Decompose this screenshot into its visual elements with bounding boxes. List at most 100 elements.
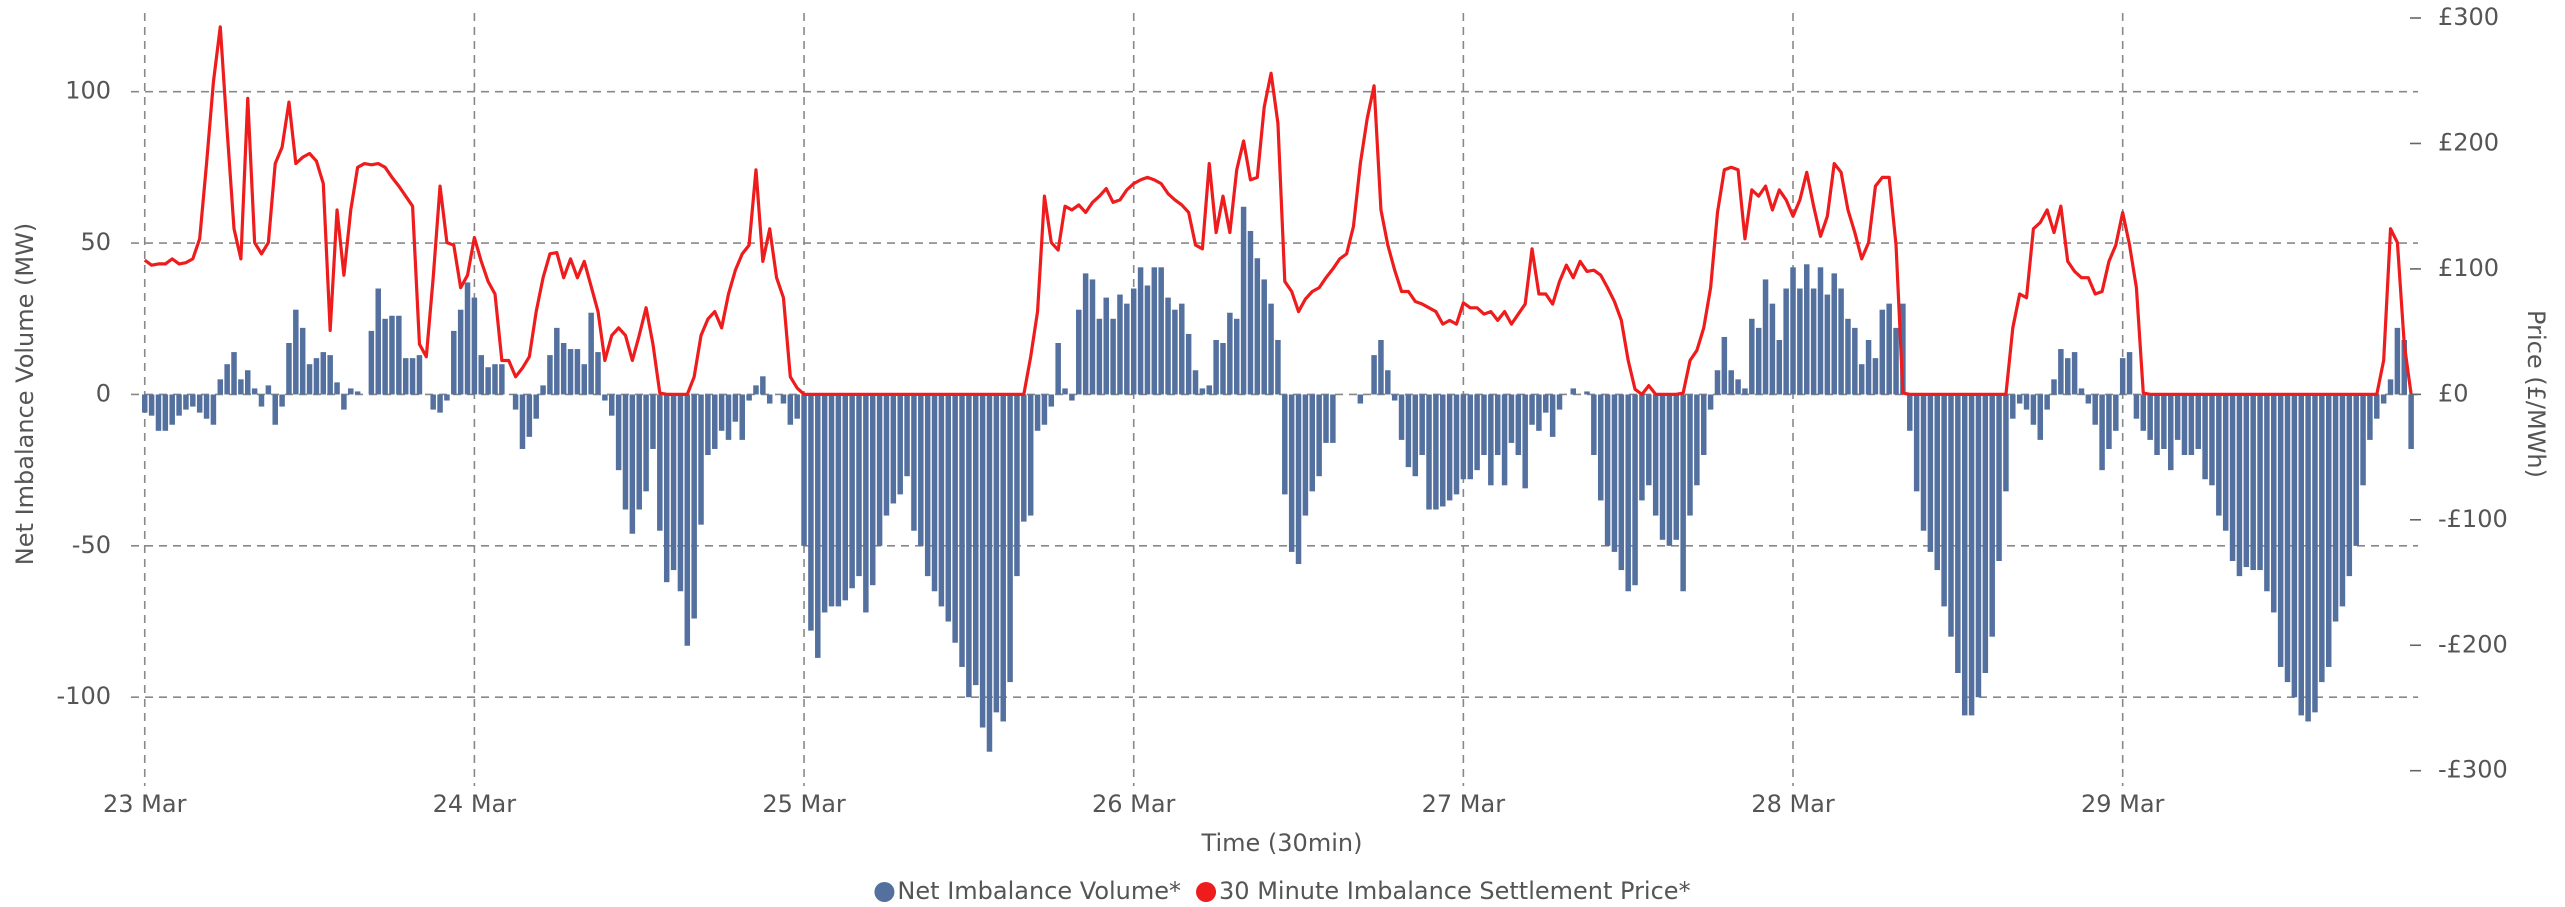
- bar: [375, 288, 381, 395]
- bar: [2181, 394, 2188, 456]
- bar: [725, 394, 732, 440]
- bar: [1275, 339, 1281, 395]
- bar: [705, 394, 711, 456]
- bar: [801, 394, 807, 546]
- x-tick-label: 28 Mar: [1751, 790, 1835, 818]
- bar: [1357, 394, 1364, 404]
- bar: [1824, 294, 1831, 395]
- bar: [2058, 349, 2064, 395]
- bar: [1014, 394, 1020, 577]
- bar: [1659, 394, 1666, 540]
- bar: [1570, 388, 1576, 395]
- bar: [1089, 279, 1096, 395]
- bar: [1755, 327, 1762, 395]
- bar: [1618, 394, 1625, 571]
- bar: [670, 394, 677, 571]
- bar: [1124, 303, 1130, 395]
- x-tick-label: 23 Mar: [103, 790, 187, 818]
- bar: [2353, 394, 2359, 546]
- bar: [2099, 394, 2105, 471]
- bar: [890, 394, 897, 504]
- bar: [1556, 394, 1563, 410]
- bar: [1165, 297, 1171, 395]
- bar: [519, 394, 526, 449]
- y-axis-label: Net Imbalance Volume (MW): [11, 223, 39, 565]
- y-tick-label: -100: [57, 682, 111, 710]
- bar: [1707, 394, 1714, 410]
- bar: [1316, 394, 1322, 477]
- bar: [931, 394, 938, 592]
- bar: [1082, 273, 1089, 395]
- bar: [2030, 394, 2037, 425]
- bar: [1611, 394, 1618, 552]
- y-tick-label: 50: [80, 228, 111, 256]
- bar: [1508, 394, 1515, 443]
- bar: [636, 394, 642, 510]
- bar: [2367, 394, 2373, 440]
- bar: [1714, 370, 1721, 395]
- bar: [2003, 394, 2009, 492]
- bar: [2133, 394, 2140, 419]
- bar: [1371, 355, 1377, 395]
- bar: [2092, 394, 2098, 425]
- bar: [155, 394, 162, 431]
- bar: [1769, 303, 1776, 395]
- bar: [190, 394, 196, 407]
- bar: [1604, 394, 1611, 546]
- bar: [1385, 370, 1391, 395]
- bar: [615, 394, 622, 471]
- bar: [1900, 303, 1906, 395]
- bar: [1137, 267, 1144, 395]
- bar: [1185, 333, 1192, 395]
- bar: [2202, 394, 2208, 480]
- bar: [712, 394, 718, 449]
- bar: [732, 394, 739, 422]
- bar: [1639, 394, 1645, 501]
- bar: [1920, 394, 1927, 531]
- bar: [1625, 394, 1631, 592]
- bar: [1646, 394, 1652, 486]
- x-tick-label: 26 Mar: [1092, 790, 1176, 818]
- bar: [2250, 394, 2256, 571]
- y2-tick-label: -£100: [2438, 505, 2508, 533]
- bar: [396, 315, 402, 395]
- bar: [485, 367, 491, 395]
- bar: [595, 352, 601, 395]
- bar: [1762, 279, 1769, 395]
- bar: [2016, 394, 2023, 404]
- bar: [622, 394, 629, 510]
- bar: [1879, 309, 1886, 395]
- bar: [2394, 327, 2401, 395]
- bar: [416, 355, 423, 395]
- bar: [279, 394, 285, 407]
- bar: [609, 394, 615, 416]
- bar: [602, 394, 608, 401]
- x-tick-label: 27 Mar: [1422, 790, 1506, 818]
- bar: [389, 315, 395, 395]
- bar: [265, 385, 272, 395]
- bar: [794, 394, 800, 419]
- bar: [2257, 394, 2263, 571]
- bar: [1893, 327, 1899, 395]
- bar: [1804, 264, 1810, 395]
- y-tick-label: 100: [65, 77, 111, 105]
- legend-label: 30 Minute Imbalance Settlement Price*: [1219, 877, 1691, 905]
- bar: [2113, 394, 2119, 431]
- marks: [141, 25, 2414, 752]
- bar: [567, 349, 574, 395]
- bar: [1673, 394, 1680, 540]
- bar: [471, 297, 478, 395]
- bar: [911, 394, 917, 531]
- bar: [718, 394, 725, 431]
- bar: [924, 394, 931, 577]
- legend-item: Net Imbalance Volume*: [874, 877, 1181, 905]
- bar: [2387, 379, 2394, 395]
- bar: [320, 352, 327, 395]
- bar: [1446, 394, 1453, 501]
- bar: [581, 364, 588, 395]
- bar: [1481, 394, 1487, 456]
- bar: [1220, 343, 1226, 395]
- bar: [1735, 379, 1741, 395]
- bar: [1845, 318, 1851, 395]
- bar: [849, 394, 855, 589]
